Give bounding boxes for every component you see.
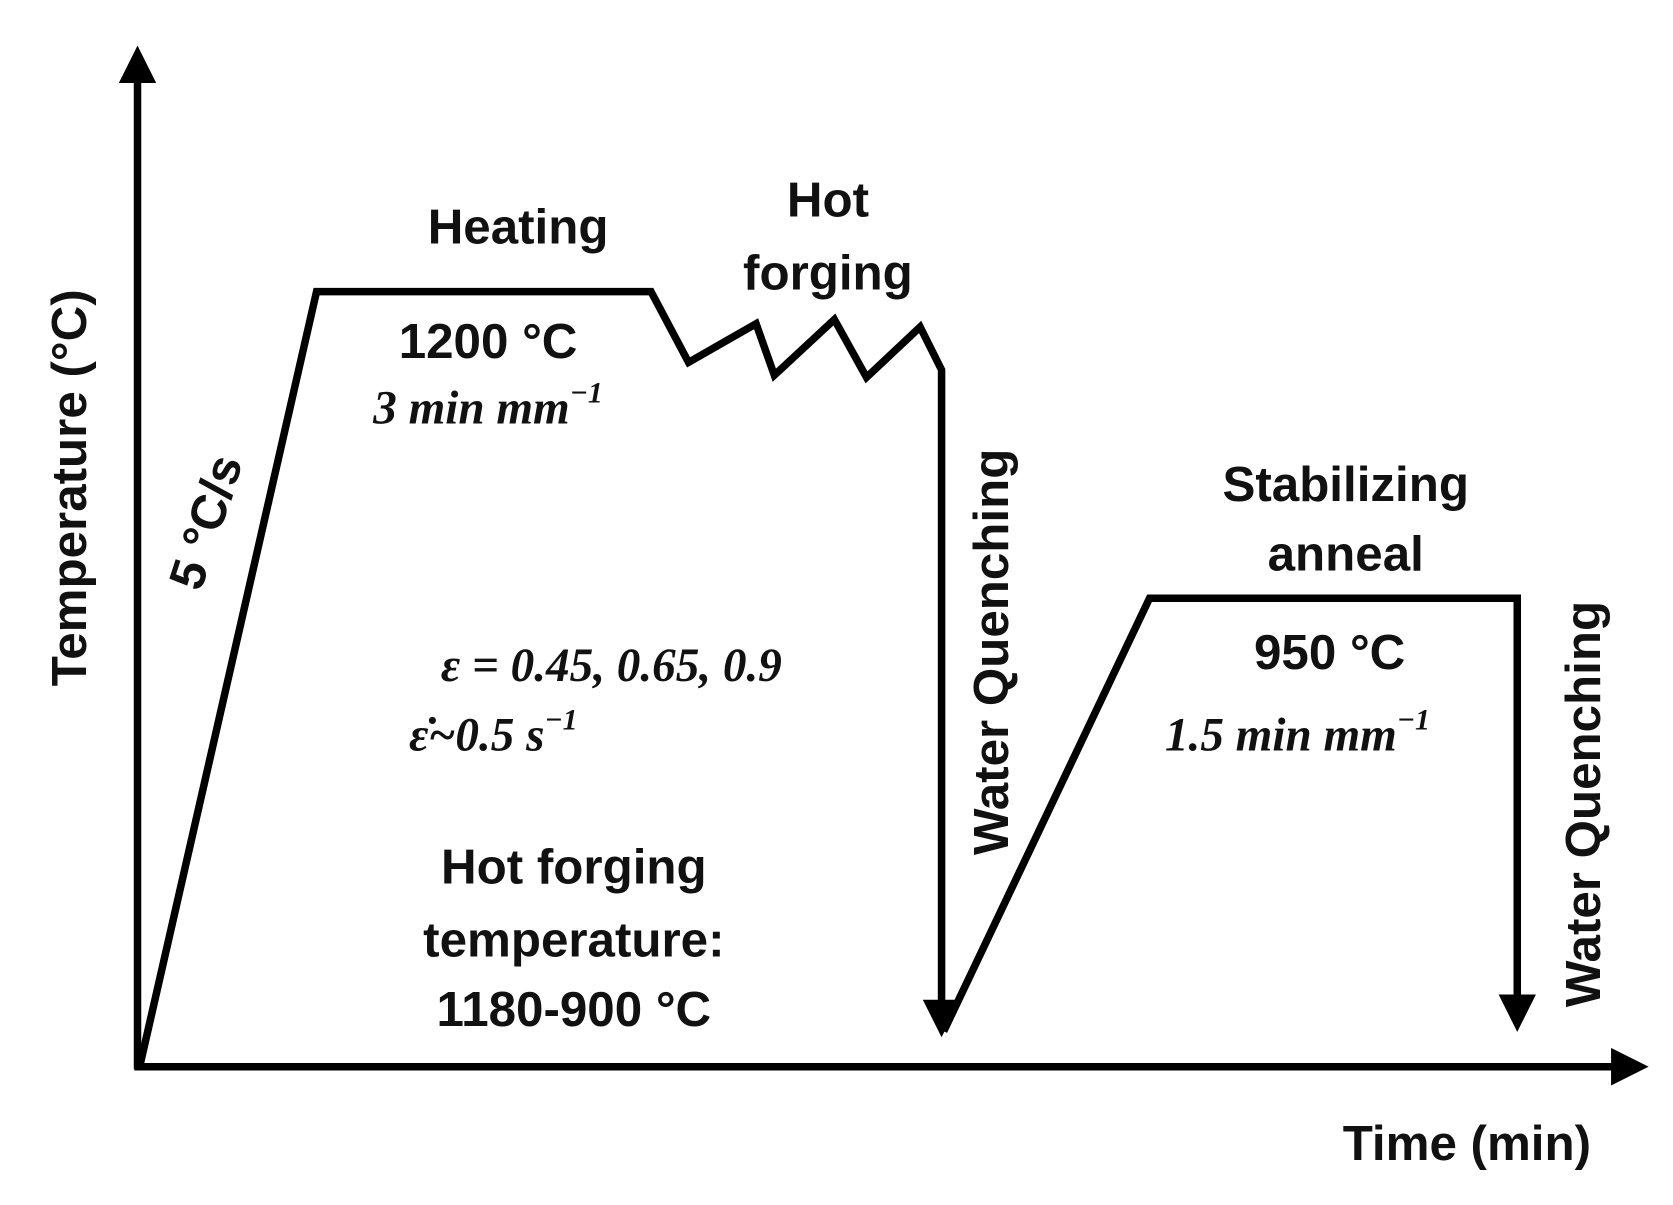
superscript: −1 (1397, 703, 1430, 736)
strain-rate: ε̇~0.5 s−1 (409, 703, 577, 761)
heating-time: 3 min mm−1 (372, 376, 603, 434)
process-curve-1 (136, 287, 961, 1068)
forging-temperature: Hot forging (441, 840, 707, 895)
process-curve-2 (940, 594, 1537, 1033)
superscript: −1 (545, 703, 578, 736)
heating-rate: 5 °C/s (159, 448, 254, 596)
forging-title: Hot (787, 173, 869, 228)
math-text: 1.5 min mm (1165, 710, 1397, 762)
math-text: ε̇~0.5 s (409, 710, 544, 762)
heating-title: Heating (428, 200, 609, 255)
forging-title: forging (743, 246, 913, 301)
anneal-time: 1.5 min mm−1 (1165, 703, 1430, 761)
strain: ε = 0.45, 0.65, 0.9 (441, 640, 782, 692)
anneal-title: Stabilizing (1222, 457, 1469, 512)
heating-temperature: 1200 °C (399, 314, 578, 369)
y-axis-label: Temperature (°C) (42, 289, 97, 686)
math-text: 3 min mm (372, 383, 570, 435)
anneal-temperature: 950 °C (1254, 625, 1405, 680)
forging-temperature: 1180-900 °C (437, 982, 712, 1037)
x-axis-label: Time (min) (1343, 1116, 1591, 1171)
quench-label: Water Quenching (964, 449, 1019, 855)
forging-temperature: temperature: (423, 912, 724, 967)
superscript: −1 (570, 376, 603, 409)
quench-label: Water Quenching (1556, 601, 1611, 1007)
anneal-title: anneal (1268, 527, 1424, 582)
